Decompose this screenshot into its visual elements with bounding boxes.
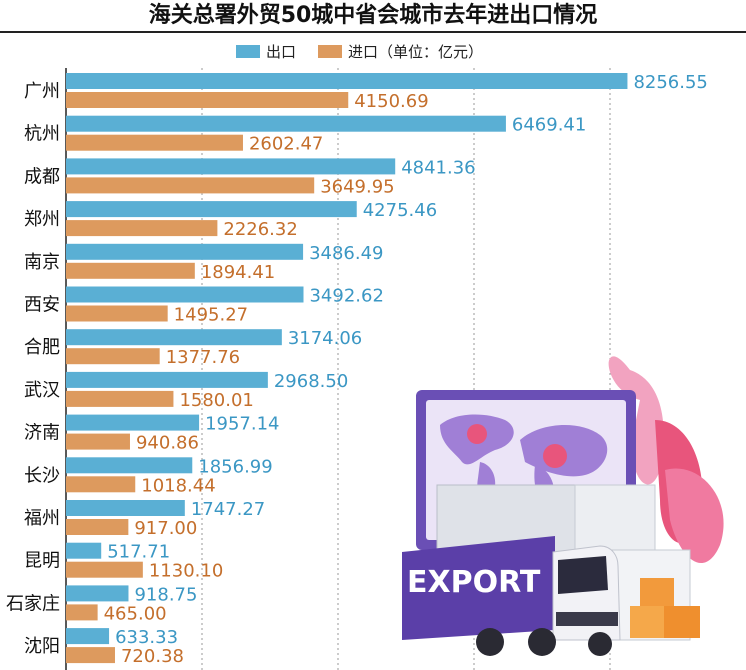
data-label-export: 3486.49 bbox=[309, 243, 383, 264]
truck-windshield bbox=[558, 556, 608, 594]
data-label-export: 3492.62 bbox=[309, 286, 383, 307]
category-label: 石家庄 bbox=[6, 593, 60, 614]
data-label-export: 517.71 bbox=[107, 542, 170, 563]
bar-import bbox=[66, 262, 195, 279]
data-label-import: 917.00 bbox=[134, 518, 197, 539]
bar-export bbox=[66, 329, 282, 346]
bar-export bbox=[66, 500, 185, 516]
map-pin-icon bbox=[543, 444, 567, 468]
cargo-box bbox=[640, 578, 674, 608]
bar-import bbox=[66, 647, 115, 664]
category-label: 郑州 bbox=[24, 209, 60, 230]
truck-trailer bbox=[402, 536, 555, 640]
category-label: 长沙 bbox=[24, 465, 60, 486]
data-label-export: 4841.36 bbox=[401, 157, 475, 178]
bar-import bbox=[66, 433, 130, 450]
bar-import bbox=[66, 92, 349, 108]
data-label-import: 2602.47 bbox=[249, 134, 323, 155]
category-label: 合肥 bbox=[24, 337, 60, 358]
truck-wheel bbox=[588, 632, 612, 656]
data-label-export: 633.33 bbox=[115, 627, 178, 648]
bar-export bbox=[66, 414, 200, 431]
data-label-import: 1894.41 bbox=[201, 262, 275, 283]
data-label-import: 1580.01 bbox=[179, 390, 253, 411]
legend-swatch-export bbox=[236, 45, 260, 58]
bar-export bbox=[66, 115, 506, 132]
export-truck-illustration: EXPORT bbox=[402, 356, 724, 656]
bar-import bbox=[66, 390, 174, 407]
category-label: 济南 bbox=[24, 423, 60, 444]
truck-wheel bbox=[528, 628, 556, 656]
bar-import bbox=[66, 561, 143, 578]
leaf-shape bbox=[608, 356, 664, 485]
data-label-import: 2226.32 bbox=[223, 219, 297, 240]
data-label-export: 6469.41 bbox=[512, 115, 586, 136]
map-pin-icon bbox=[467, 424, 487, 444]
data-label-export: 8256.55 bbox=[633, 72, 707, 93]
data-label-import: 1495.27 bbox=[174, 305, 248, 326]
data-label-import: 1377.76 bbox=[166, 347, 240, 368]
data-label-import: 940.86 bbox=[136, 433, 199, 454]
data-label-export: 918.75 bbox=[134, 584, 197, 605]
data-label-import: 465.00 bbox=[104, 603, 167, 624]
category-label: 武汉 bbox=[24, 380, 60, 401]
truck-text: EXPORT bbox=[407, 565, 541, 600]
bar-import bbox=[66, 348, 160, 365]
data-label-import: 1018.44 bbox=[141, 475, 215, 496]
bar-series bbox=[66, 73, 628, 664]
data-label-export: 3174.06 bbox=[288, 328, 362, 349]
legend-label-export: 出口 bbox=[266, 43, 296, 61]
category-label: 福州 bbox=[24, 508, 60, 529]
category-label: 昆明 bbox=[24, 551, 60, 572]
bar-import bbox=[66, 134, 243, 151]
data-label-export: 2968.50 bbox=[274, 371, 348, 392]
data-label-export: 4275.46 bbox=[363, 200, 437, 221]
chart-title: 海关总署外贸50城中省会城市去年进出口情况 bbox=[149, 2, 598, 28]
value-labels: 8256.55 4150.69 6469.41 2602.47 4841.36 3649.… bbox=[104, 72, 708, 667]
legend-swatch-import bbox=[318, 45, 342, 58]
data-label-export: 1856.99 bbox=[198, 456, 272, 477]
bar-export bbox=[66, 371, 268, 388]
bar-export bbox=[66, 628, 110, 645]
bar-import bbox=[66, 305, 168, 322]
category-label: 杭州 bbox=[24, 124, 60, 145]
bar-import bbox=[66, 604, 98, 621]
data-label-import: 720.38 bbox=[121, 646, 184, 667]
bar-export bbox=[66, 158, 396, 175]
bar-export bbox=[66, 542, 102, 559]
cargo-box bbox=[630, 606, 666, 638]
bar-export bbox=[66, 585, 129, 602]
bar-import bbox=[66, 220, 218, 237]
leaf-shape bbox=[665, 468, 724, 564]
truck-wheel bbox=[476, 628, 504, 656]
truck-grille bbox=[556, 612, 618, 626]
cargo-box bbox=[664, 606, 700, 638]
data-label-export: 1957.14 bbox=[205, 414, 279, 435]
legend-label-import: 进口（单位：亿元） bbox=[348, 43, 483, 61]
data-label-import: 1130.10 bbox=[149, 561, 223, 582]
bar-export bbox=[66, 243, 304, 260]
category-label: 南京 bbox=[24, 252, 60, 273]
category-label: 成都 bbox=[24, 166, 60, 187]
category-label: 广州 bbox=[24, 81, 60, 102]
bar-import bbox=[66, 177, 315, 194]
bar-export bbox=[66, 201, 357, 218]
bar-import bbox=[66, 519, 129, 535]
bar-export bbox=[66, 286, 304, 303]
legend: 出口 进口（单位：亿元） bbox=[236, 43, 483, 61]
bar-export bbox=[66, 457, 193, 474]
bar-import bbox=[66, 476, 136, 493]
data-label-import: 3649.95 bbox=[320, 176, 394, 197]
category-label: 沈阳 bbox=[24, 636, 60, 657]
data-label-import: 4150.69 bbox=[354, 91, 428, 112]
bar-export bbox=[66, 73, 628, 89]
category-label: 西安 bbox=[24, 295, 60, 316]
data-label-export: 1747.27 bbox=[191, 499, 265, 520]
